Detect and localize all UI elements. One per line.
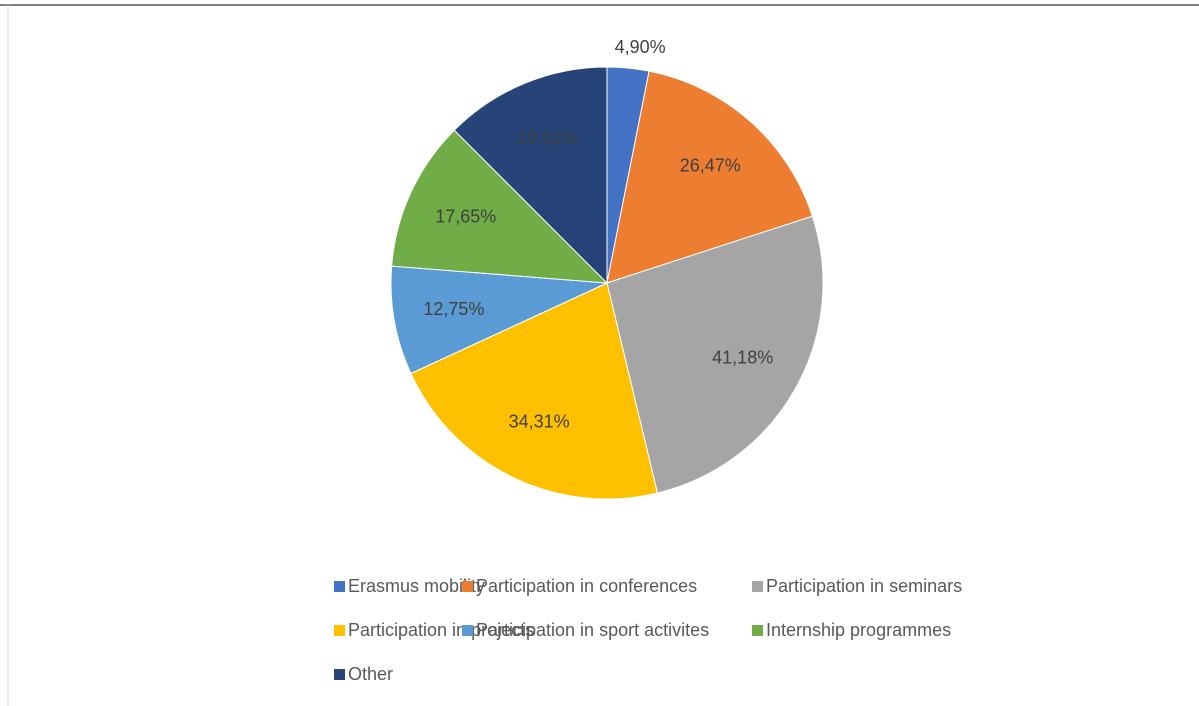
legend-swatch xyxy=(334,669,345,680)
legend-label: Participation in conferences xyxy=(476,576,697,596)
legend-label: Other xyxy=(348,664,393,684)
legend-label: Participation in sport activites xyxy=(476,620,709,640)
legend-swatch xyxy=(752,625,763,636)
pie-slice xyxy=(390,265,609,375)
legend-swatch xyxy=(334,625,345,636)
data-label: 12,75% xyxy=(423,299,484,319)
pie-slice xyxy=(606,215,824,494)
data-label: 19,61% xyxy=(517,128,578,148)
legend-swatch xyxy=(752,581,763,592)
data-label: 34,31% xyxy=(509,412,570,432)
pie-slice xyxy=(391,129,609,284)
legend-swatch xyxy=(462,581,473,592)
legend-label: Participation in seminars xyxy=(766,576,962,596)
pie-slice xyxy=(453,66,608,285)
legend-label: Internship programmes xyxy=(766,620,951,640)
legend-label: Erasmus mobility xyxy=(348,576,485,596)
legend-swatch xyxy=(462,625,473,636)
data-label: 4,90% xyxy=(615,37,666,57)
legend-label: Participation in projects xyxy=(348,620,534,640)
data-label: 17,65% xyxy=(435,207,496,227)
data-label: 26,47% xyxy=(680,155,741,175)
pie-slice xyxy=(606,70,814,284)
data-label: 41,18% xyxy=(712,348,773,368)
pie-slice xyxy=(410,282,659,500)
legend-swatch xyxy=(334,581,345,592)
